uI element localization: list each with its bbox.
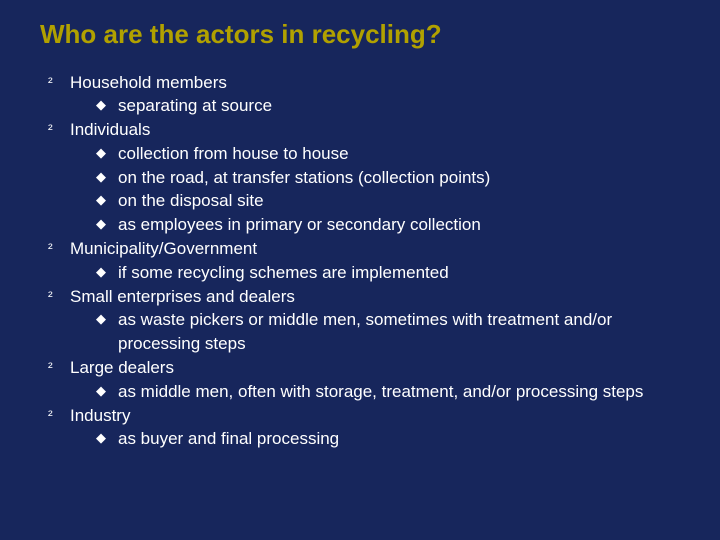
list-subitem: ◆on the road, at transfer stations (coll… — [48, 166, 680, 190]
list-item-label: Large dealers — [70, 356, 680, 380]
bullet-lvl2-icon: ◆ — [96, 308, 118, 331]
list-subitem-label: if some recycling schemes are implemente… — [118, 261, 680, 285]
list-item: ²Household members — [48, 71, 680, 95]
bullet-lvl1-icon: ² — [48, 118, 70, 142]
bullet-lvl2-icon: ◆ — [96, 427, 118, 450]
bullet-lvl2-icon: ◆ — [96, 261, 118, 284]
bullet-lvl2-icon: ◆ — [96, 94, 118, 117]
list-subitem-label: as employees in primary or secondary col… — [118, 213, 680, 237]
bullet-lvl2-icon: ◆ — [96, 380, 118, 403]
list-item-label: Industry — [70, 404, 680, 428]
list-subitem: ◆as waste pickers or middle men, sometim… — [48, 308, 680, 356]
bullet-lvl1-icon: ² — [48, 356, 70, 380]
list-subitem-label: as buyer and final processing — [118, 427, 680, 451]
list-subitem-label: collection from house to house — [118, 142, 680, 166]
list-item: ²Individuals — [48, 118, 680, 142]
list-subitem-label: as middle men, often with storage, treat… — [118, 380, 680, 404]
list-item: ²Industry — [48, 404, 680, 428]
list-item-label: Household members — [70, 71, 680, 95]
bullet-lvl1-icon: ² — [48, 237, 70, 261]
list-subitem-label: separating at source — [118, 94, 680, 118]
list-subitem: ◆as buyer and final processing — [48, 427, 680, 451]
list-subitem: ◆as middle men, often with storage, trea… — [48, 380, 680, 404]
list-subitem: ◆separating at source — [48, 94, 680, 118]
bullet-lvl2-icon: ◆ — [96, 142, 118, 165]
bullet-lvl2-icon: ◆ — [96, 213, 118, 236]
list-subitem: ◆on the disposal site — [48, 189, 680, 213]
list-subitem: ◆if some recycling schemes are implement… — [48, 261, 680, 285]
list-subitem: ◆as employees in primary or secondary co… — [48, 213, 680, 237]
list-item: ²Municipality/Government — [48, 237, 680, 261]
slide-title: Who are the actors in recycling? — [40, 18, 680, 51]
list-subitem-label: on the road, at transfer stations (colle… — [118, 166, 680, 190]
slide-content: ²Household members◆separating at source²… — [40, 71, 680, 452]
bullet-lvl1-icon: ² — [48, 285, 70, 309]
list-item: ²Small enterprises and dealers — [48, 285, 680, 309]
bullet-lvl2-icon: ◆ — [96, 189, 118, 212]
list-subitem: ◆collection from house to house — [48, 142, 680, 166]
list-item-label: Municipality/Government — [70, 237, 680, 261]
bullet-lvl1-icon: ² — [48, 71, 70, 95]
list-item-label: Small enterprises and dealers — [70, 285, 680, 309]
list-item-label: Individuals — [70, 118, 680, 142]
list-subitem-label: on the disposal site — [118, 189, 680, 213]
slide: Who are the actors in recycling? ²Househ… — [0, 0, 720, 540]
list-subitem-label: as waste pickers or middle men, sometime… — [118, 308, 680, 356]
bullet-lvl1-icon: ² — [48, 404, 70, 428]
bullet-lvl2-icon: ◆ — [96, 166, 118, 189]
list-item: ²Large dealers — [48, 356, 680, 380]
